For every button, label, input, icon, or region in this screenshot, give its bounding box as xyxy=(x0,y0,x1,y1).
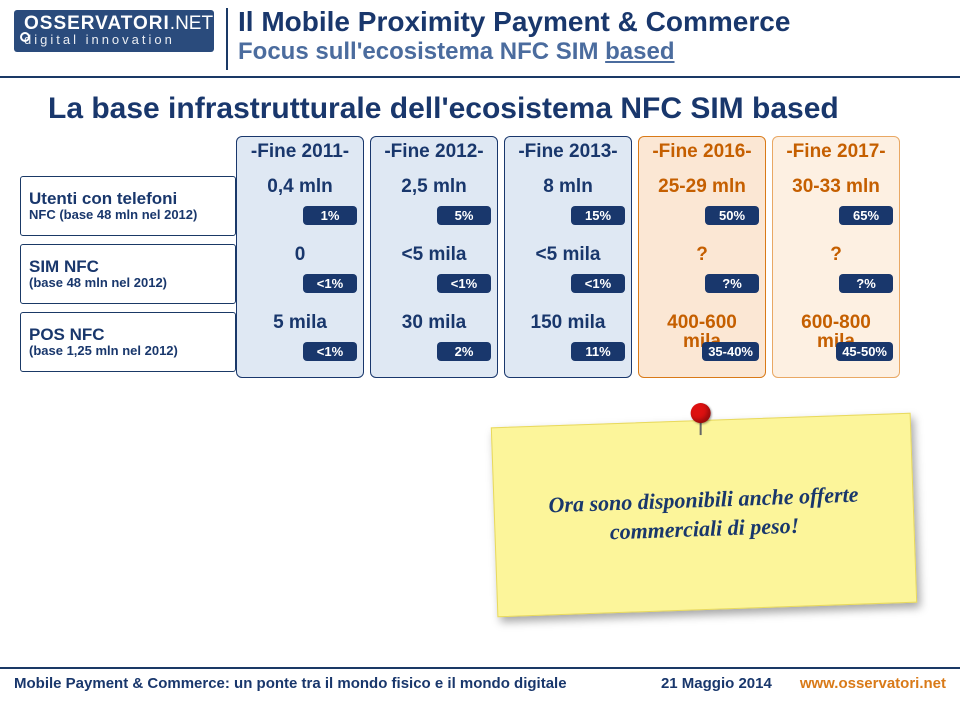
cell-value: 30 mila xyxy=(402,313,466,332)
cell-percent-badge: <1% xyxy=(437,274,491,293)
cell-value: 8 mln xyxy=(543,177,593,196)
cell-percent-badge: <1% xyxy=(303,342,357,361)
cell-percent-badge: 5% xyxy=(437,206,491,225)
header-divider xyxy=(226,8,228,70)
column-header: -Fine 2012- xyxy=(371,137,497,169)
cell-percent-badge: 35-40% xyxy=(702,342,759,361)
cell-percent-badge: 50% xyxy=(705,206,759,225)
row-labels-column: Utenti con telefoniNFC (base 48 mln nel … xyxy=(20,176,236,380)
data-cell: <5 mila <1% xyxy=(509,237,627,297)
year-column: -Fine 2016- 25-29 mln 50%??% 400-600mila35-… xyxy=(638,136,766,378)
header-titles: Il Mobile Proximity Payment & Commerce F… xyxy=(238,6,790,66)
year-column: -Fine 2012- 2,5 mln 5% <5 mila <1% 30 mila 2% xyxy=(370,136,498,378)
cell-value: 2,5 mln xyxy=(401,177,466,196)
row-label-base: (base 48 mln nel 2012) xyxy=(29,276,227,291)
page-title: La base infrastrutturale dell'ecosistema… xyxy=(0,78,960,126)
row-label: Utenti con telefoniNFC (base 48 mln nel … xyxy=(20,176,236,236)
pushpin-icon xyxy=(687,403,715,435)
cell-percent-badge: <1% xyxy=(303,274,357,293)
row-label-base: (base 1,25 mln nel 2012) xyxy=(29,344,227,359)
cell-percent-badge: 11% xyxy=(571,342,625,361)
cell-percent-badge: <1% xyxy=(571,274,625,293)
cell-value: ? xyxy=(696,245,708,264)
logo-sub: digital innovation xyxy=(24,33,204,46)
footer-left: Mobile Payment & Commerce: un ponte tra … xyxy=(14,675,633,692)
year-column: -Fine 2013- 8 mln 15% <5 mila <1% 150 mila 11% xyxy=(504,136,632,378)
header-subtitle-a: Focus sull'ecosistema NFC SIM xyxy=(238,38,605,65)
data-cell: 0,4 mln 1% xyxy=(241,169,359,229)
header-title-1: Il Mobile Proximity Payment & Commerce xyxy=(238,6,790,38)
row-label: POS NFC(base 1,25 mln nel 2012) xyxy=(20,312,236,372)
cell-percent-badge: ?% xyxy=(839,274,893,293)
row-label-main: Utenti con telefoni xyxy=(29,189,227,209)
logo-main: OSSERVATORI xyxy=(24,13,170,34)
data-cell: 0 <1% xyxy=(241,237,359,297)
cell-value: <5 mila xyxy=(402,245,467,264)
column-header: -Fine 2016- xyxy=(639,137,765,169)
row-label-main: SIM NFC xyxy=(29,257,227,277)
cell-value: 0,4 mln xyxy=(267,177,332,196)
data-cell: ??% xyxy=(643,237,761,297)
cell-percent-badge: ?% xyxy=(705,274,759,293)
cell-value: 25-29 mln xyxy=(658,177,746,196)
header-subtitle-u: based xyxy=(605,38,674,65)
data-cell: ??% xyxy=(777,237,895,297)
cell-percent-badge: 15% xyxy=(571,206,625,225)
cell-percent-badge: 1% xyxy=(303,206,357,225)
cell-value: 30-33 mln xyxy=(792,177,880,196)
data-cell: 25-29 mln 50% xyxy=(643,169,761,229)
footer-url: www.osservatori.net xyxy=(800,675,946,692)
footer-bar: Mobile Payment & Commerce: un ponte tra … xyxy=(0,667,960,692)
cell-percent-badge: 2% xyxy=(437,342,491,361)
column-header: -Fine 2011- xyxy=(237,137,363,169)
cell-value: ? xyxy=(830,245,842,264)
column-header: -Fine 2017- xyxy=(773,137,899,169)
footer-date: 21 Maggio 2014 xyxy=(661,675,772,692)
data-cell: 2,5 mln 5% xyxy=(375,169,493,229)
row-label-base: NFC (base 48 mln nel 2012) xyxy=(29,208,227,223)
logo: OSSERVATORI.NET digital innovation xyxy=(14,10,214,52)
sticky-note: Ora sono disponibili anche offerte comme… xyxy=(491,413,917,618)
cell-value: <5 mila xyxy=(536,245,601,264)
data-cell: 30 mila 2% xyxy=(375,305,493,365)
header-title-2: Focus sull'ecosistema NFC SIM based xyxy=(238,38,790,66)
year-columns: -Fine 2011-0,4 mln1%0<1%5 mila<1%-Fine 2… xyxy=(236,136,940,378)
header-bar: OSSERVATORI.NET digital innovation Il Mo… xyxy=(0,0,960,78)
data-cell: 30-33 mln 65% xyxy=(777,169,895,229)
column-header: -Fine 2013- xyxy=(505,137,631,169)
cell-value: 150 mila xyxy=(531,313,606,332)
logo-dot: .NET xyxy=(170,13,213,34)
sticky-note-text: Ora sono disponibili anche offerte comme… xyxy=(522,480,886,550)
cell-value: 5 mila xyxy=(273,313,327,332)
year-column: -Fine 2017- 30-33 mln 65%??% 600-800mila45-… xyxy=(772,136,900,378)
data-cell: 400-600mila35-40% xyxy=(643,305,761,365)
row-label: SIM NFC(base 48 mln nel 2012) xyxy=(20,244,236,304)
cell-value: 0 xyxy=(295,245,306,264)
cell-percent-badge: 65% xyxy=(839,206,893,225)
data-cell: 5 mila <1% xyxy=(241,305,359,365)
data-table: Utenti con telefoniNFC (base 48 mln nel … xyxy=(20,136,940,378)
year-column: -Fine 2011- 0,4 mln 1% 0 <1% 5 mila <1% xyxy=(236,136,364,378)
cell-percent-badge: 45-50% xyxy=(836,342,893,361)
row-label-main: POS NFC xyxy=(29,325,227,345)
data-cell: 150 mila 11% xyxy=(509,305,627,365)
data-cell: 600-800mila45-50% xyxy=(777,305,895,365)
data-cell: <5 mila <1% xyxy=(375,237,493,297)
data-cell: 8 mln 15% xyxy=(509,169,627,229)
